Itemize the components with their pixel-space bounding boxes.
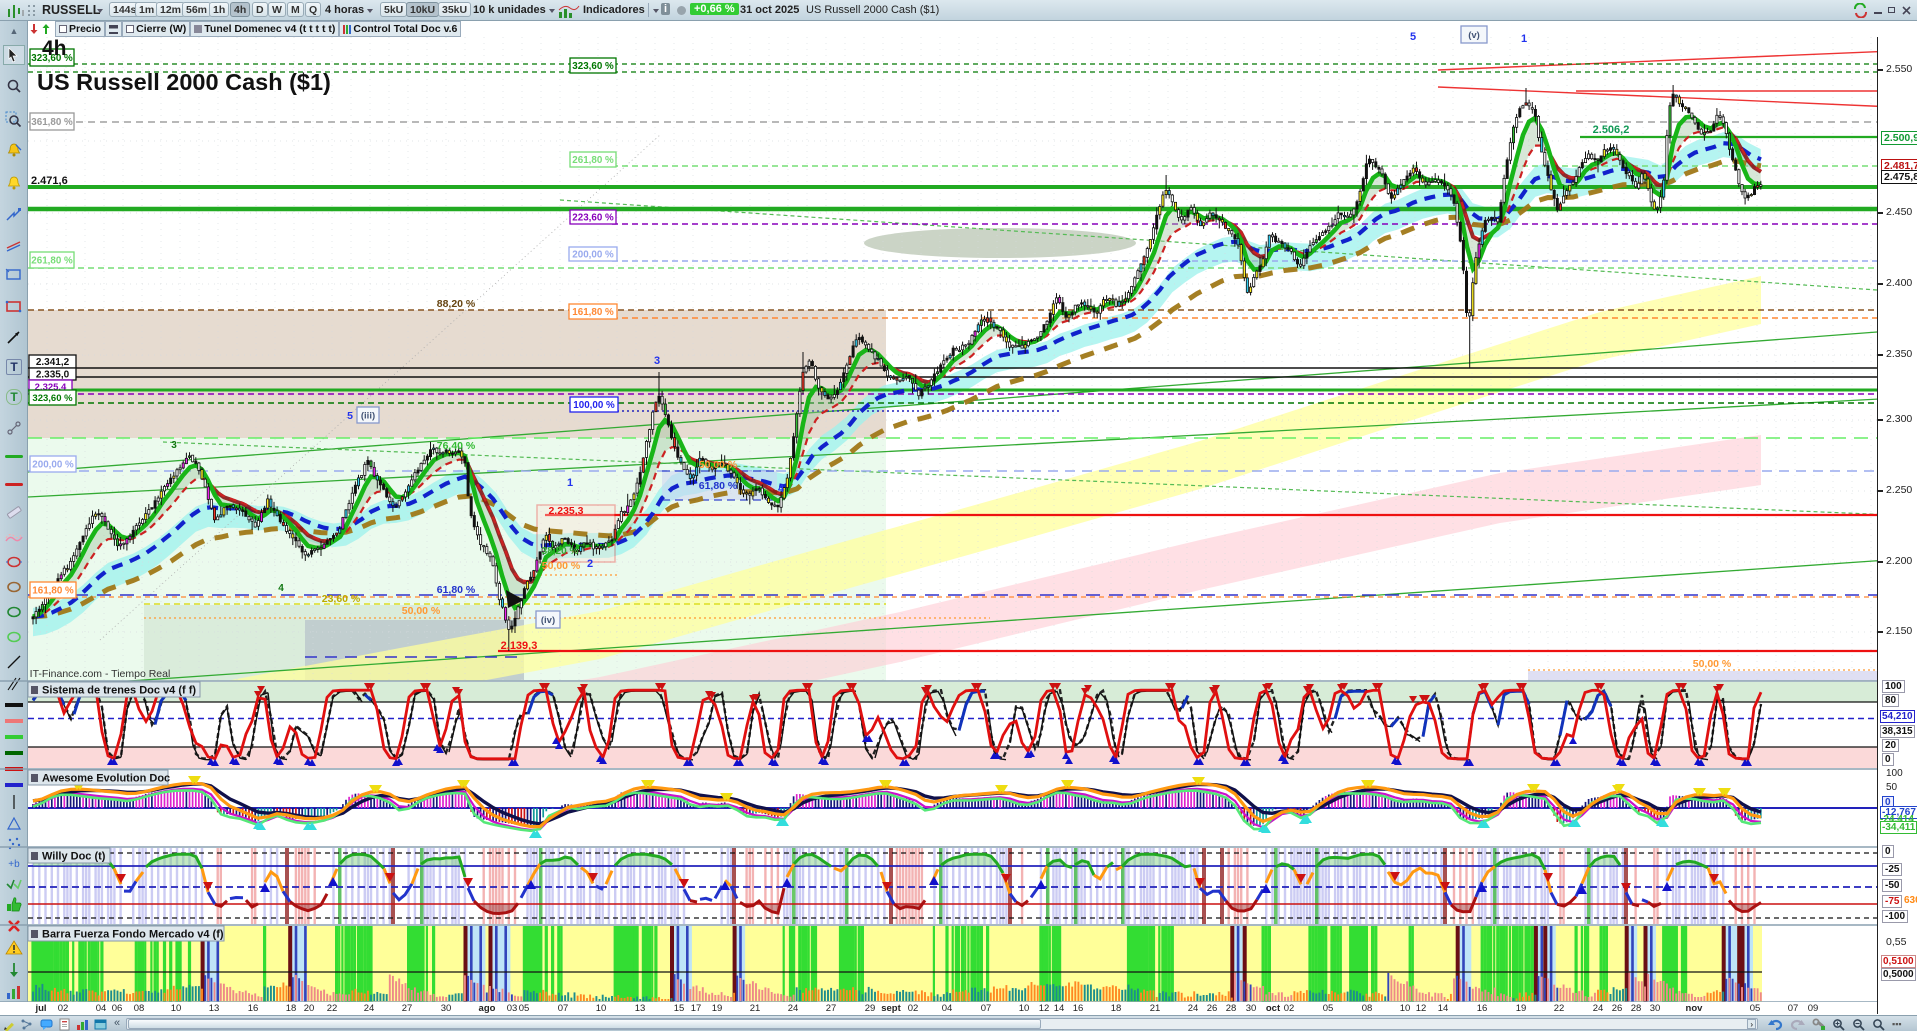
svg-text:2: 2 <box>587 558 593 570</box>
svg-text:2.235,3: 2.235,3 <box>548 505 583 517</box>
svg-text:223,60 %: 223,60 % <box>572 213 614 224</box>
svg-text:(iv): (iv) <box>541 615 555 626</box>
svg-text:61,80 %: 61,80 % <box>699 480 738 492</box>
svg-text:1: 1 <box>1521 33 1527 45</box>
svg-text:Sistema de trenes Doc v4 (f f): Sistema de trenes Doc v4 (f f) <box>42 685 196 697</box>
svg-text:161,80 %: 161,80 % <box>32 586 74 597</box>
svg-text:2.506,2: 2.506,2 <box>1593 124 1630 136</box>
svg-text:(iii): (iii) <box>361 411 375 422</box>
svg-text:Awesome Evolution Doc: Awesome Evolution Doc <box>42 773 170 785</box>
svg-text:Willy Doc (t): Willy Doc (t) <box>42 851 106 863</box>
svg-text:4: 4 <box>278 583 284 594</box>
svg-text:323,60 %: 323,60 % <box>31 53 73 64</box>
svg-text:323,60 %: 323,60 % <box>32 393 73 404</box>
svg-text:US Russell 2000 Cash ($1): US Russell 2000 Cash ($1) <box>37 69 331 95</box>
svg-text:50,00 %: 50,00 % <box>699 459 738 471</box>
svg-text:261,80 %: 261,80 % <box>572 155 614 166</box>
svg-text:4: 4 <box>778 483 785 495</box>
svg-text:200,00 %: 200,00 % <box>32 460 74 471</box>
svg-text:361,80 %: 361,80 % <box>31 117 73 128</box>
svg-text:IT-Finance.com - Tiempo Real: IT-Finance.com - Tiempo Real <box>30 668 171 680</box>
svg-text:50,00 %: 50,00 % <box>542 560 581 572</box>
svg-text:2.335,0: 2.335,0 <box>36 370 70 381</box>
svg-text:200,00 %: 200,00 % <box>572 250 614 261</box>
svg-text:2.139,3: 2.139,3 <box>501 640 538 652</box>
svg-text:23,60 %: 23,60 % <box>322 593 361 605</box>
svg-text:323,60 %: 323,60 % <box>572 61 614 72</box>
svg-text:161,80 %: 161,80 % <box>572 307 614 318</box>
svg-text:4h: 4h <box>42 37 67 60</box>
svg-text:(v): (v) <box>1468 30 1480 41</box>
svg-text:Barra Fuerza Fondo Mercado v4: Barra Fuerza Fondo Mercado v4 (f) <box>42 929 224 941</box>
svg-text:50,00 %: 50,00 % <box>1693 658 1732 670</box>
svg-text:2.341,2: 2.341,2 <box>36 357 70 368</box>
svg-text:50,00 %: 50,00 % <box>402 605 441 617</box>
svg-text:2.325,4: 2.325,4 <box>35 382 67 393</box>
svg-text:38,20 %: 38,20 % <box>542 546 579 557</box>
svg-text:261,80 %: 261,80 % <box>31 256 73 267</box>
svg-text:3: 3 <box>171 440 177 451</box>
svg-text:100,00 %: 100,00 % <box>573 400 615 411</box>
svg-text:76,40 %: 76,40 % <box>437 440 476 452</box>
svg-text:2.471,6: 2.471,6 <box>31 175 68 187</box>
svg-text:5: 5 <box>1410 31 1416 43</box>
svg-text:3: 3 <box>654 355 660 367</box>
svg-text:61,80 %: 61,80 % <box>437 584 476 596</box>
svg-text:5: 5 <box>347 410 353 422</box>
svg-text:88,20 %: 88,20 % <box>437 298 476 310</box>
svg-text:1: 1 <box>567 477 573 489</box>
